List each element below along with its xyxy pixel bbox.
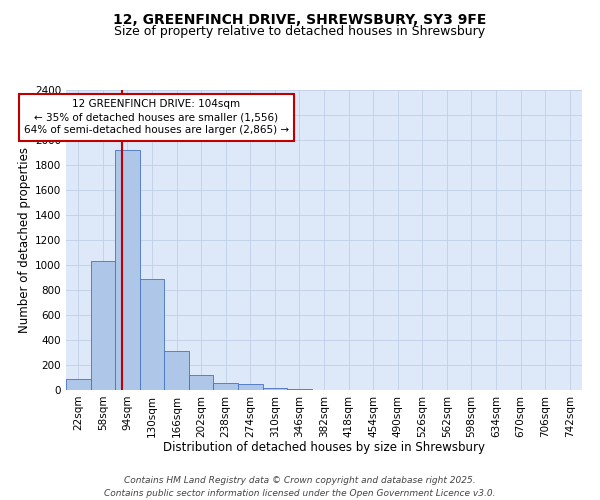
Text: 12, GREENFINCH DRIVE, SHREWSBURY, SY3 9FE: 12, GREENFINCH DRIVE, SHREWSBURY, SY3 9F… xyxy=(113,12,487,26)
Bar xyxy=(238,384,263,390)
X-axis label: Distribution of detached houses by size in Shrewsbury: Distribution of detached houses by size … xyxy=(163,441,485,454)
Text: 12 GREENFINCH DRIVE: 104sqm
← 35% of detached houses are smaller (1,556)
64% of : 12 GREENFINCH DRIVE: 104sqm ← 35% of det… xyxy=(24,99,289,136)
Bar xyxy=(263,388,287,390)
Bar xyxy=(140,279,164,390)
Bar xyxy=(115,150,140,390)
Bar xyxy=(214,383,238,390)
Bar xyxy=(91,261,115,390)
Bar xyxy=(189,375,214,390)
Bar xyxy=(287,389,312,390)
Y-axis label: Number of detached properties: Number of detached properties xyxy=(18,147,31,333)
Bar xyxy=(66,380,91,390)
Text: Size of property relative to detached houses in Shrewsbury: Size of property relative to detached ho… xyxy=(115,25,485,38)
Text: Contains HM Land Registry data © Crown copyright and database right 2025.
Contai: Contains HM Land Registry data © Crown c… xyxy=(104,476,496,498)
Bar xyxy=(164,351,189,390)
